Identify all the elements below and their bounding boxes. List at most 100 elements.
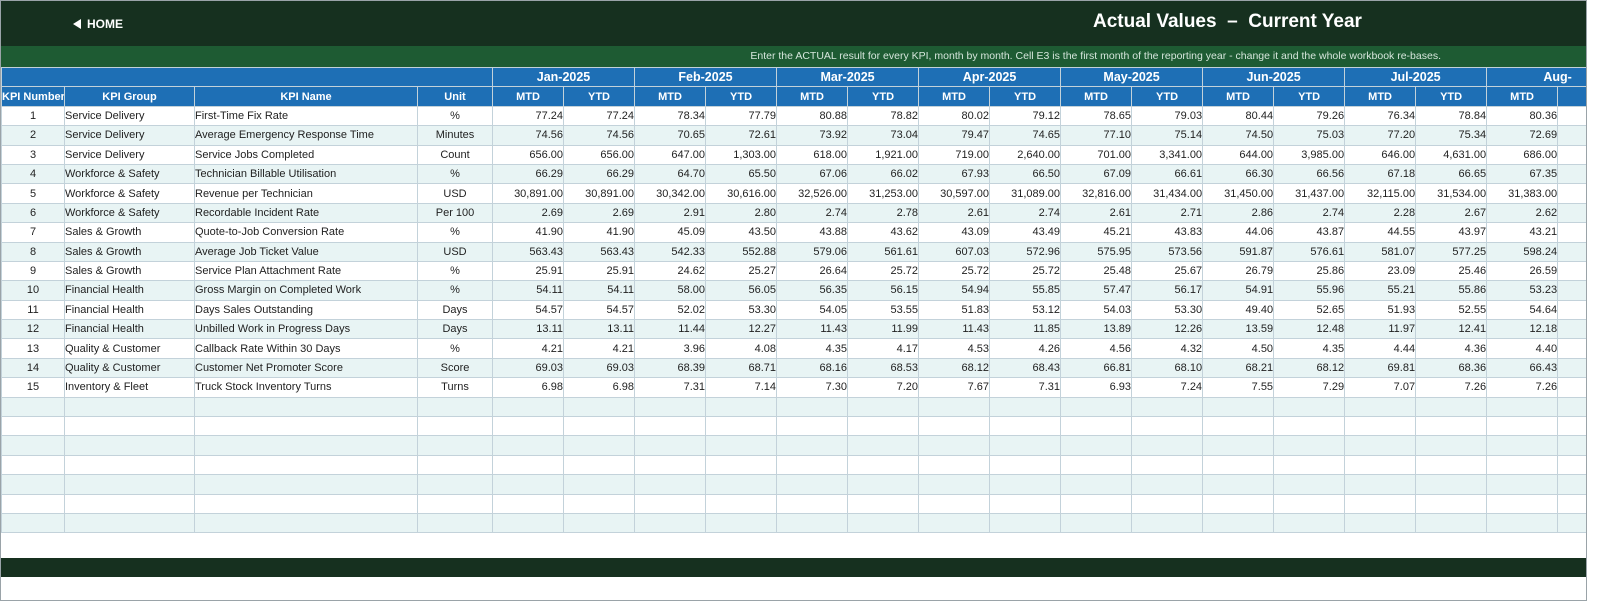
cell-mtd[interactable]: 70.65 xyxy=(634,125,707,146)
cell-mtd[interactable]: 26.64 xyxy=(776,260,849,282)
cell-ytd[interactable]: 43.97 xyxy=(1415,222,1488,243)
cell-kpi-number[interactable]: 5 xyxy=(1,183,65,204)
cell-kpi-number[interactable]: 7 xyxy=(1,222,65,243)
col-header-mtd[interactable]: MTD xyxy=(918,86,991,107)
cell-ytd[interactable]: 4.32 xyxy=(1131,338,1204,359)
cell-mtd[interactable] xyxy=(776,416,849,437)
cell-mtd[interactable] xyxy=(918,454,991,476)
cell-ytd[interactable]: 43.87 xyxy=(1273,222,1346,243)
cell-ytd[interactable] xyxy=(989,474,1062,495)
col-header-mtd[interactable]: MTD xyxy=(492,86,564,107)
cell-mtd[interactable]: 2.86 xyxy=(1202,202,1275,224)
cell-mtd[interactable]: 26.79 xyxy=(1202,260,1275,282)
cell-ytd[interactable]: 55.96 xyxy=(1273,280,1346,301)
cell-ytd[interactable] xyxy=(1131,396,1204,418)
cell-ytd[interactable]: 41.90 xyxy=(562,222,636,243)
cell-kpi-number[interactable]: 6 xyxy=(1,202,65,224)
cell-unit[interactable]: USD xyxy=(417,183,493,204)
cell-ytd[interactable] xyxy=(1557,319,1586,340)
cell-ytd[interactable] xyxy=(1557,144,1586,165)
cell-unit[interactable]: Score xyxy=(417,357,493,379)
cell-mtd[interactable]: 45.09 xyxy=(634,222,707,243)
cell-ytd[interactable] xyxy=(1415,396,1488,418)
month-header[interactable]: Mar-2025 xyxy=(776,67,920,88)
cell-ytd[interactable] xyxy=(847,512,920,534)
cell-mtd[interactable]: 76.34 xyxy=(1344,105,1417,127)
cell-mtd[interactable] xyxy=(634,396,707,418)
cell-kpi-name[interactable]: Unbilled Work in Progress Days xyxy=(194,319,418,340)
cell-ytd[interactable]: 77.79 xyxy=(705,105,778,127)
cell-kpi-number[interactable]: 9 xyxy=(1,260,65,282)
cell-mtd[interactable] xyxy=(1344,454,1417,476)
cell-mtd[interactable]: 11.43 xyxy=(918,319,991,340)
cell-ytd[interactable] xyxy=(989,416,1062,437)
cell-ytd[interactable]: 52.65 xyxy=(1273,299,1346,321)
cell-mtd[interactable] xyxy=(1202,396,1275,418)
cell-kpi-name[interactable]: First-Time Fix Rate xyxy=(194,105,418,127)
cell-mtd[interactable]: 79.47 xyxy=(918,125,991,146)
cell-mtd[interactable] xyxy=(1202,454,1275,476)
col-header-mtd[interactable]: MTD xyxy=(1060,86,1133,107)
cell-ytd[interactable] xyxy=(562,512,636,534)
cell-mtd[interactable] xyxy=(776,396,849,418)
cell-kpi-name[interactable]: Quote-to-Job Conversion Rate xyxy=(194,222,418,243)
cell-mtd[interactable]: 68.12 xyxy=(918,357,991,379)
cell-ytd[interactable]: 4.08 xyxy=(705,338,778,359)
cell-ytd[interactable] xyxy=(1415,416,1488,437)
cell-mtd[interactable]: 581.07 xyxy=(1344,241,1417,262)
cell-kpi-group[interactable] xyxy=(64,512,195,534)
cell-mtd[interactable]: 7.26 xyxy=(1486,377,1559,398)
cell-kpi-number[interactable] xyxy=(1,474,65,495)
cell-ytd[interactable]: 56.17 xyxy=(1131,280,1204,301)
cell-kpi-name[interactable]: Recordable Incident Rate xyxy=(194,202,418,224)
cell-unit[interactable] xyxy=(417,416,493,437)
cell-mtd[interactable]: 25.72 xyxy=(918,260,991,282)
cell-mtd[interactable]: 7.30 xyxy=(776,377,849,398)
cell-ytd[interactable] xyxy=(1131,435,1204,456)
cell-ytd[interactable] xyxy=(1273,454,1346,476)
cell-kpi-name[interactable] xyxy=(194,416,418,437)
cell-mtd[interactable]: 3.96 xyxy=(634,338,707,359)
cell-mtd[interactable] xyxy=(1486,474,1559,495)
cell-kpi-group[interactable]: Sales & Growth xyxy=(64,241,195,262)
cell-ytd[interactable]: 68.36 xyxy=(1415,357,1488,379)
cell-ytd[interactable] xyxy=(562,474,636,495)
cell-ytd[interactable] xyxy=(705,454,778,476)
col-header-ytd[interactable]: YTD xyxy=(1273,86,1346,107)
cell-ytd[interactable]: 7.26 xyxy=(1415,377,1488,398)
cell-ytd[interactable]: 30,616.00 xyxy=(705,183,778,204)
cell-ytd[interactable]: 66.65 xyxy=(1415,163,1488,185)
cell-kpi-group[interactable] xyxy=(64,474,195,495)
cell-ytd[interactable]: 4.21 xyxy=(562,338,636,359)
col-header-ytd[interactable]: YTD xyxy=(705,86,778,107)
cell-ytd[interactable]: 66.02 xyxy=(847,163,920,185)
cell-ytd[interactable] xyxy=(1131,416,1204,437)
month-header[interactable]: Jan-2025 xyxy=(491,67,636,88)
cell-mtd[interactable]: 43.09 xyxy=(918,222,991,243)
cell-ytd[interactable] xyxy=(705,435,778,456)
cell-mtd[interactable]: 647.00 xyxy=(634,144,707,165)
cell-ytd[interactable]: 56.05 xyxy=(705,280,778,301)
cell-ytd[interactable] xyxy=(562,416,636,437)
cell-unit[interactable]: Days xyxy=(417,319,493,340)
cell-mtd[interactable]: 542.33 xyxy=(634,241,707,262)
cell-ytd[interactable] xyxy=(1557,202,1586,224)
cell-ytd[interactable]: 79.12 xyxy=(989,105,1062,127)
cell-kpi-number[interactable] xyxy=(1,416,65,437)
cell-mtd[interactable]: 32,526.00 xyxy=(776,183,849,204)
cell-kpi-number[interactable]: 13 xyxy=(1,338,65,359)
cell-ytd[interactable]: 2.80 xyxy=(705,202,778,224)
cell-ytd[interactable] xyxy=(1557,435,1586,456)
cell-ytd[interactable]: 68.12 xyxy=(1273,357,1346,379)
cell-mtd[interactable] xyxy=(918,396,991,418)
cell-ytd[interactable]: 561.61 xyxy=(847,241,920,262)
cell-mtd[interactable]: 74.50 xyxy=(1202,125,1275,146)
cell-ytd[interactable]: 25.91 xyxy=(562,260,636,282)
month-header[interactable]: Aug- xyxy=(1486,67,1586,88)
cell-ytd[interactable] xyxy=(989,493,1062,514)
cell-ytd[interactable] xyxy=(1557,125,1586,146)
col-header-ytd[interactable]: YTD xyxy=(1415,86,1488,107)
cell-mtd[interactable] xyxy=(1344,435,1417,456)
cell-mtd[interactable] xyxy=(1060,396,1133,418)
cell-mtd[interactable] xyxy=(776,512,849,534)
